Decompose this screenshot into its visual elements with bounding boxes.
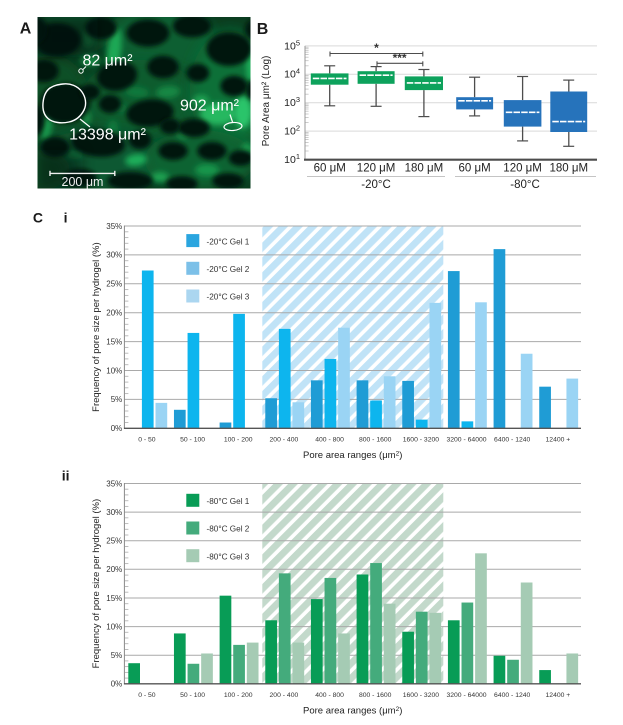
svg-text:25%: 25% (106, 280, 122, 289)
svg-text:180 μM: 180 μM (405, 163, 444, 175)
svg-text:*: * (374, 41, 379, 55)
svg-text:100 - 200: 100 - 200 (224, 692, 253, 699)
svg-text:5%: 5% (111, 651, 123, 660)
svg-text:15%: 15% (106, 337, 122, 346)
svg-text:50 - 100: 50 - 100 (180, 437, 205, 444)
svg-text:Pore area ranges (μm2): Pore area ranges (μm2) (303, 450, 402, 461)
svg-text:-20°C: -20°C (361, 179, 391, 191)
svg-text:3200 - 64000: 3200 - 64000 (446, 437, 486, 444)
svg-text:-20°C Gel 3: -20°C Gel 3 (207, 293, 250, 302)
svg-text:12400 +: 12400 + (546, 437, 571, 444)
svg-text:180 μM: 180 μM (550, 163, 589, 175)
svg-text:400 - 800: 400 - 800 (315, 437, 344, 444)
svg-text:60 μM: 60 μM (314, 163, 346, 175)
svg-text:1600 - 3200: 1600 - 3200 (403, 692, 440, 699)
svg-text:35%: 35% (106, 222, 122, 231)
svg-text:10%: 10% (106, 622, 122, 631)
svg-text:25%: 25% (106, 537, 122, 546)
svg-text:Frequency of pore size per hyd: Frequency of pore size per hydrogel (%) (91, 242, 102, 412)
svg-text:-80°C Gel 2: -80°C Gel 2 (207, 525, 250, 534)
svg-text:6400 - 1240: 6400 - 1240 (494, 692, 531, 699)
svg-text:-80°C: -80°C (510, 179, 540, 191)
svg-text:0%: 0% (111, 424, 123, 433)
svg-text:0 - 50: 0 - 50 (138, 692, 156, 699)
svg-text:902 μm²: 902 μm² (180, 98, 240, 115)
svg-text:30%: 30% (106, 508, 122, 517)
svg-text:200 - 400: 200 - 400 (270, 437, 299, 444)
svg-text:0 - 50: 0 - 50 (138, 437, 156, 444)
svg-text:100 - 200: 100 - 200 (224, 437, 253, 444)
svg-text:12400 +: 12400 + (546, 692, 571, 699)
svg-text:i: i (64, 210, 68, 226)
svg-text:-80°C Gel 1: -80°C Gel 1 (207, 497, 250, 506)
svg-text:120 μM: 120 μM (357, 163, 396, 175)
svg-text:3200 - 64000: 3200 - 64000 (446, 692, 486, 699)
svg-text:-20°C Gel 2: -20°C Gel 2 (207, 265, 250, 274)
svg-text:82 μm²: 82 μm² (82, 53, 133, 70)
svg-text:60 μM: 60 μM (458, 163, 490, 175)
svg-text:20%: 20% (106, 309, 122, 318)
svg-text:Pore area ranges (μm2): Pore area ranges (μm2) (303, 705, 402, 716)
svg-text:13398 μm²: 13398 μm² (69, 127, 146, 144)
svg-text:5%: 5% (111, 395, 123, 404)
svg-text:1600 - 3200: 1600 - 3200 (403, 437, 440, 444)
svg-text:200 - 400: 200 - 400 (270, 692, 299, 699)
svg-text:10%: 10% (106, 366, 122, 375)
svg-text:6400 - 1240: 6400 - 1240 (494, 437, 531, 444)
svg-text:Frequency of pore size per hyd: Frequency of pore size per hydrogel (%) (91, 499, 102, 669)
svg-text:-80°C Gel 3: -80°C Gel 3 (207, 552, 250, 561)
svg-text:800 - 1600: 800 - 1600 (359, 692, 392, 699)
svg-text:-20°C Gel 1: -20°C Gel 1 (207, 237, 250, 246)
svg-text:200 μm: 200 μm (62, 175, 104, 189)
svg-text:400 - 800: 400 - 800 (315, 692, 344, 699)
svg-text:15%: 15% (106, 594, 122, 603)
svg-text:0%: 0% (111, 680, 123, 689)
svg-text:Pore Area μm² (Log): Pore Area μm² (Log) (261, 56, 272, 147)
svg-text:A: A (20, 21, 32, 38)
svg-text:***: *** (393, 51, 407, 65)
svg-text:50 - 100: 50 - 100 (180, 692, 205, 699)
svg-text:30%: 30% (106, 251, 122, 260)
svg-text:ii: ii (62, 467, 70, 483)
svg-text:35%: 35% (106, 479, 122, 488)
svg-text:120 μM: 120 μM (503, 163, 542, 175)
svg-text:C: C (33, 210, 43, 226)
svg-text:800 - 1600: 800 - 1600 (359, 437, 392, 444)
svg-text:B: B (257, 21, 269, 38)
svg-text:20%: 20% (106, 565, 122, 574)
